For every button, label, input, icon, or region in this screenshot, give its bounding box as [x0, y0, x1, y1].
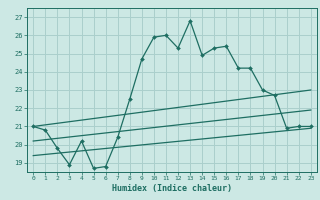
X-axis label: Humidex (Indice chaleur): Humidex (Indice chaleur)	[112, 184, 232, 193]
